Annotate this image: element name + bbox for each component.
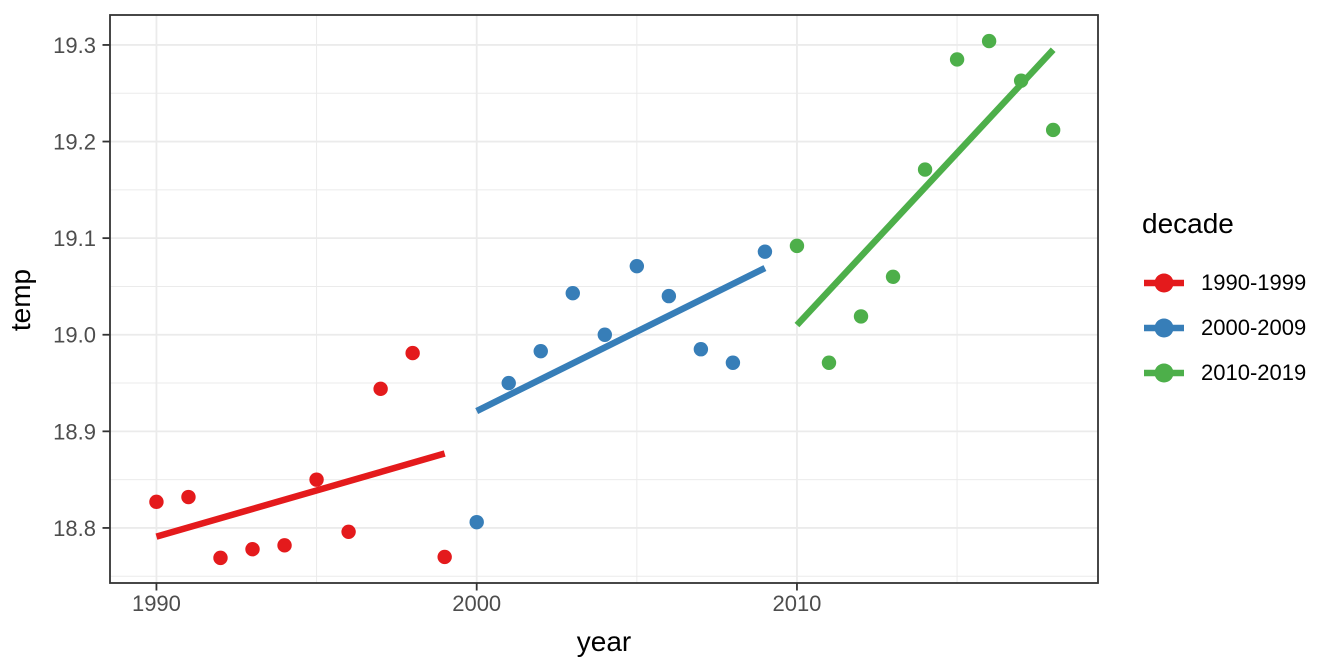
legend-title: decade xyxy=(1142,208,1234,239)
legend-item: 2000-2009 xyxy=(1142,305,1306,350)
data-point xyxy=(981,33,997,49)
legend-label: 2000-2009 xyxy=(1201,314,1307,340)
data-point xyxy=(917,162,933,177)
y-tick-label: 19.2 xyxy=(53,130,96,155)
panel-border xyxy=(109,14,1099,584)
data-point xyxy=(437,549,452,565)
data-point xyxy=(853,309,869,324)
data-point xyxy=(181,489,196,505)
y-tick-label: 19.0 xyxy=(53,323,96,348)
data-point xyxy=(309,472,324,487)
x-tick-label: 2010 xyxy=(772,591,821,616)
data-point xyxy=(661,288,677,304)
data-point xyxy=(1045,122,1061,138)
data-point xyxy=(885,269,901,284)
y-tick-label: 18.9 xyxy=(53,419,96,444)
trend-line xyxy=(475,265,767,414)
data-point xyxy=(725,355,741,370)
data-point xyxy=(277,538,292,553)
y-tick-label: 19.3 xyxy=(53,33,96,58)
data-point xyxy=(821,355,837,370)
data-point xyxy=(1013,73,1029,88)
legend-key-icon xyxy=(1144,363,1184,382)
data-point xyxy=(533,343,548,359)
data-point xyxy=(565,286,580,301)
data-point xyxy=(501,375,516,391)
legend-key-icon xyxy=(1144,273,1184,292)
plot-panel xyxy=(110,15,1098,583)
data-point xyxy=(949,52,965,67)
data-point xyxy=(149,494,164,510)
x-tick-label: 2000 xyxy=(452,591,501,616)
trend-line xyxy=(794,47,1056,328)
data-point xyxy=(597,327,613,342)
x-axis-title: year xyxy=(576,626,632,657)
legend-item: 1990-1999 xyxy=(1142,260,1306,305)
legend-items: 1990-1999 2000-2009 2010-2019 xyxy=(1142,260,1306,395)
legend: decade 1990-1999 2000-2009 xyxy=(1142,210,1306,395)
y-axis-title: temp xyxy=(5,268,36,332)
data-point xyxy=(757,244,773,259)
x-tick-label: 1990 xyxy=(132,591,181,616)
legend-label: 2010-2019 xyxy=(1201,359,1307,385)
y-tick-label: 18.8 xyxy=(53,516,96,541)
data-point xyxy=(789,238,805,254)
data-point xyxy=(373,381,388,397)
legend-label: 1990-1999 xyxy=(1201,269,1307,295)
data-point xyxy=(405,345,420,361)
data-point xyxy=(341,524,356,540)
data-point xyxy=(245,541,260,557)
trend-line xyxy=(155,450,446,540)
legend-item: 2010-2019 xyxy=(1142,350,1306,395)
data-point xyxy=(213,550,228,566)
data-point xyxy=(629,258,645,274)
y-tick-label: 19.1 xyxy=(53,226,96,251)
data-point xyxy=(469,514,484,530)
data-point xyxy=(693,342,709,357)
legend-key-icon xyxy=(1144,318,1184,337)
